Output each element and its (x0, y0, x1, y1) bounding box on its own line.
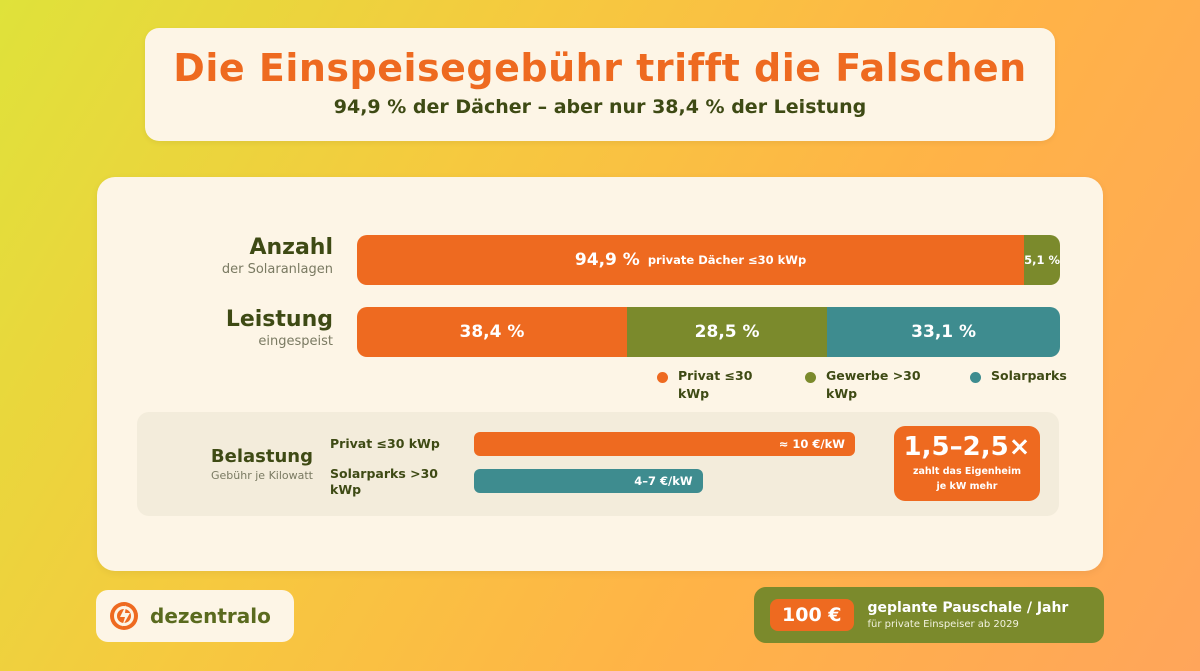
burden-row-label-solarparks: Solarparks >30 kWp (330, 466, 438, 497)
segment-value: 28,5 % (694, 322, 760, 342)
fee-badge: 100 € (770, 599, 854, 631)
segment-value: 38,4 % (459, 322, 525, 342)
fee-subtitle: für private Einspeiser ab 2029 (867, 619, 1019, 630)
row-subtitle: eingespeist (258, 334, 333, 349)
row-label-power: Leistung eingespeist (226, 307, 333, 349)
segment-value: 94,9 % (574, 250, 640, 270)
page-title: Die Einspeisegebühr trifft die Falschen (173, 46, 1027, 90)
bar-segment: 33,1 % (827, 307, 1060, 357)
row-title: Anzahl (249, 235, 333, 260)
logo-text: dezentralo (150, 604, 271, 628)
burden-panel: Belastung Gebühr je Kilowatt Privat ≤30 … (137, 412, 1059, 516)
row-subtitle: der Solaranlagen (221, 262, 333, 277)
fee-text: geplante Pauschale / Jahr für private Ei… (868, 600, 1069, 630)
legend-swatch (970, 372, 981, 383)
burden-row-label-private: Privat ≤30 kWp (330, 436, 440, 451)
legend-label: Gewerbe >30 kWp (826, 368, 921, 401)
burden-title: Belastung (210, 446, 313, 467)
factor-value: 1,5–2,5× (903, 432, 1031, 462)
segment-value: 33,1 % (911, 322, 977, 342)
legend-item-private: Privat ≤30 kWp (657, 367, 767, 403)
legend-label: Solarparks (991, 368, 1067, 383)
row-label-count: Anzahl der Solaranlagen (222, 235, 333, 277)
fee-card: 100 € geplante Pauschale / Jahr für priv… (754, 587, 1104, 643)
legend: Privat ≤30 kWp Gewerbe >30 kWp Solarpark… (657, 367, 1077, 407)
legend-item-commercial: Gewerbe >30 kWp (805, 367, 925, 403)
stacked-bar-count: 94,9 % private Dächer ≤30 kWp 5,1 % (357, 235, 1060, 285)
factor-line-1: zahlt das Eigenheim (912, 466, 1022, 477)
bar-segment: 94,9 % private Dächer ≤30 kWp (357, 235, 1025, 285)
burden-subtitle: Gebühr je Kilowatt (211, 469, 313, 482)
legend-swatch (657, 372, 668, 383)
bar-segment: 5,1 % (1024, 235, 1060, 285)
segment-description: private Dächer ≤30 kWp (647, 253, 807, 267)
burden-bar-value: ≈ 10 €/kW (778, 437, 845, 451)
burden-label: Belastung Gebühr je Kilowatt (211, 446, 313, 482)
bar-segment: 28,5 % (626, 307, 828, 357)
segment-value: 5,1 % (1024, 253, 1060, 267)
burden-bar-solarparks: 4–7 €/kW (474, 469, 703, 493)
legend-swatch (805, 372, 816, 383)
logo-icon (110, 602, 138, 630)
logo-card: dezentralo (96, 590, 294, 642)
bar-segment: 38,4 % (357, 307, 627, 357)
row-title: Leistung (225, 307, 333, 332)
burden-bar-value: 4–7 €/kW (634, 474, 693, 488)
factor-badge: 1,5–2,5× zahlt das Eigenheim je kW mehr (894, 426, 1040, 501)
page-subtitle: 94,9 % der Dächer – aber nur 38,4 % der … (333, 96, 867, 118)
title-card: Die Einspeisegebühr trifft die Falschen … (145, 28, 1055, 141)
fee-title: geplante Pauschale / Jahr (867, 600, 1069, 616)
chart-card: Anzahl der Solaranlagen 94,9 % private Dä… (97, 177, 1103, 571)
burden-bar-private: ≈ 10 €/kW (474, 432, 855, 456)
stacked-bar-power: 38,4 % 28,5 % 33,1 % (357, 307, 1060, 357)
legend-item-solarparks: Solarparks (970, 367, 1080, 385)
factor-line-2: je kW mehr (936, 481, 998, 492)
legend-label: Privat ≤30 kWp (678, 368, 753, 401)
